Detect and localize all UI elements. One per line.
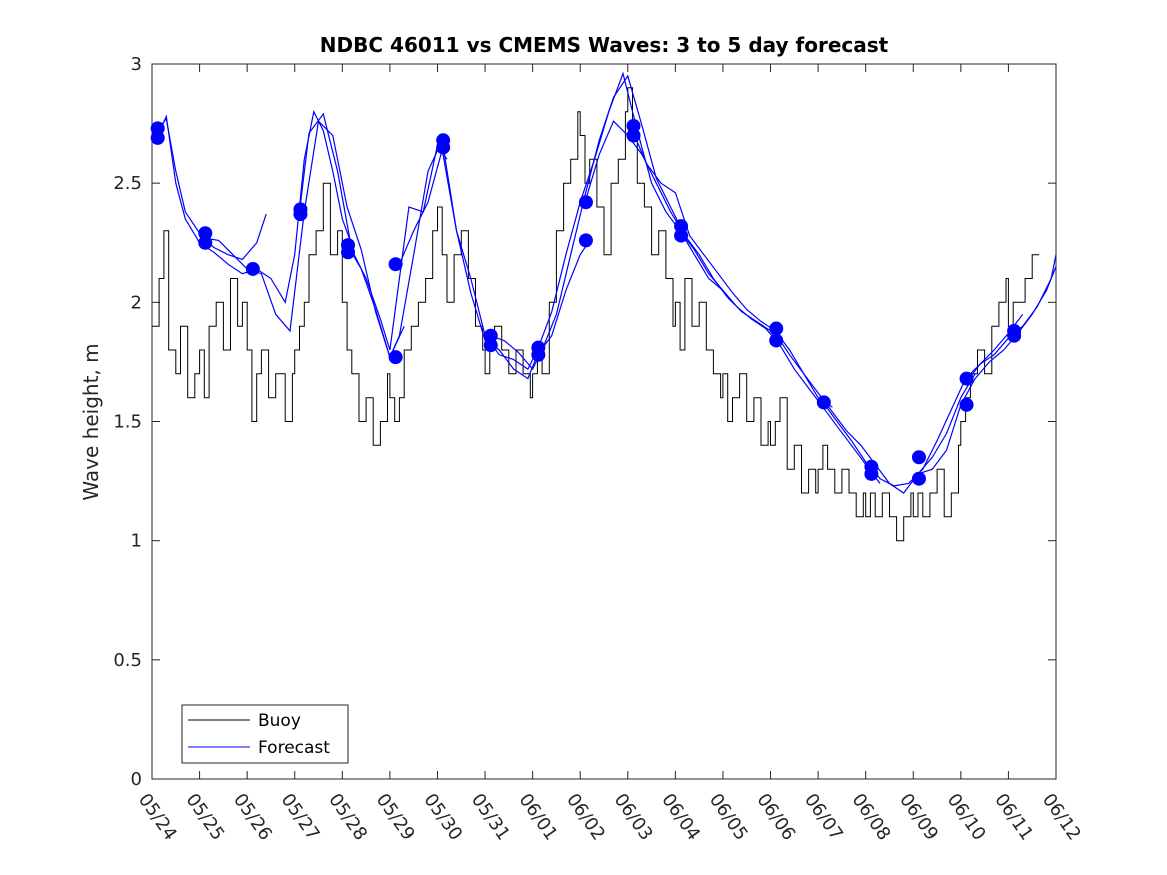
forecast-line xyxy=(631,130,833,408)
forecast-marker xyxy=(198,235,213,250)
forecast-marker xyxy=(769,321,784,336)
forecast-marker xyxy=(816,395,831,410)
y-tick-label: 0.5 xyxy=(113,650,142,671)
forecast-marker xyxy=(1007,328,1022,343)
forecast-marker xyxy=(864,466,879,481)
y-tick-label: 2 xyxy=(131,292,142,313)
legend-box xyxy=(181,704,349,764)
chart-title: NDBC 46011 vs CMEMS Waves: 3 to 5 day fo… xyxy=(320,33,889,57)
forecast-marker xyxy=(388,257,403,272)
forecast-marker xyxy=(341,245,356,260)
legend: Buoy Forecast xyxy=(181,704,349,764)
forecast-marker xyxy=(578,233,593,248)
y-tick-label: 2.5 xyxy=(113,173,142,194)
y-tick-label: 1 xyxy=(131,531,142,552)
buoy-series xyxy=(152,87,1040,542)
forecast-marker xyxy=(911,471,926,486)
forecast-marker xyxy=(911,450,926,465)
y-tick-label: 0 xyxy=(131,769,142,790)
forecast-line xyxy=(156,109,353,304)
y-tick-label: 1.5 xyxy=(113,412,142,433)
buoy-line xyxy=(152,87,1040,542)
forecast-marker xyxy=(293,207,308,222)
forecast-marker xyxy=(388,350,403,365)
forecast-marker xyxy=(150,130,165,145)
forecast-line xyxy=(822,313,1024,487)
forecast-marker xyxy=(674,228,689,243)
forecast-line xyxy=(489,74,681,371)
forecast-marker xyxy=(769,333,784,348)
forecast-line xyxy=(398,149,591,380)
forecast-markers xyxy=(150,118,1022,486)
forecast-marker xyxy=(959,397,974,412)
y-axis-ticks: 0 0.5 1 1.5 2 2.5 3 xyxy=(113,54,1056,790)
forecast-marker xyxy=(959,371,974,386)
forecast-marker xyxy=(483,338,498,353)
forecast-marker xyxy=(531,347,546,362)
forecast-marker xyxy=(578,195,593,210)
forecast-marker xyxy=(626,128,641,143)
legend-buoy-label: Buoy xyxy=(258,711,301,731)
y-tick-label: 3 xyxy=(131,54,142,75)
forecast-marker xyxy=(436,140,451,155)
y-axis-label: Wave height, m xyxy=(79,343,103,500)
forecast-marker xyxy=(245,261,260,276)
legend-forecast-label: Forecast xyxy=(258,738,330,758)
